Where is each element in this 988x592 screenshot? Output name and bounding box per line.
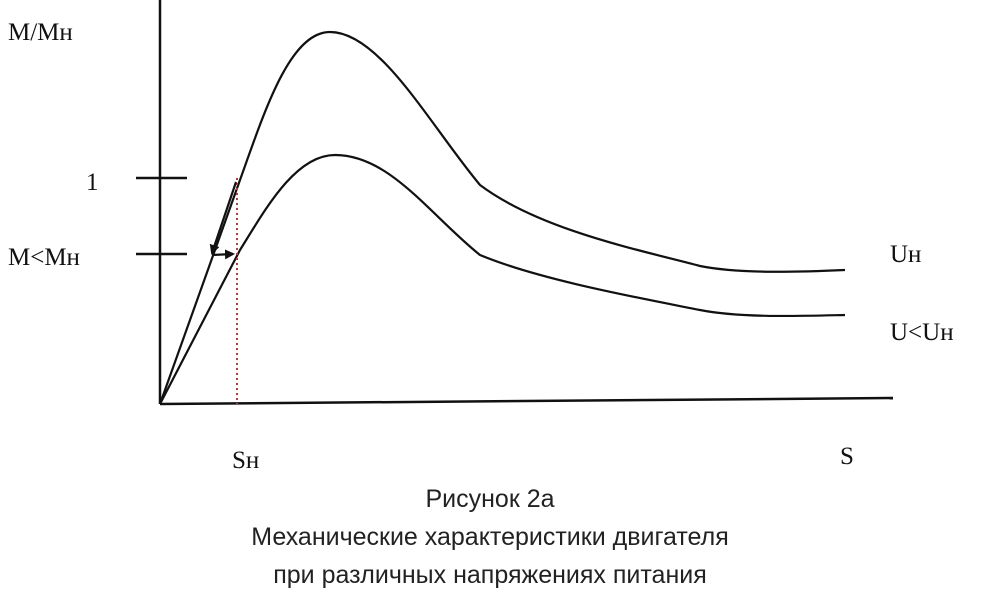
curve-label-reduced: U<Uн — [890, 319, 954, 346]
transition-arrow-right — [211, 249, 235, 260]
caption-line-2: Механические характеристики двигателя — [251, 523, 729, 551]
y-tick-label-one: 1 — [86, 169, 99, 196]
curve-reduced-voltage — [159, 153, 846, 405]
y-axis-label: М/Мн — [8, 19, 73, 46]
x-axis — [159, 396, 894, 406]
caption-line-3: при различных напряжениях питания — [273, 561, 707, 589]
transition-arrow-down — [209, 181, 238, 255]
x-axis-label: S — [840, 443, 854, 470]
y-tick-label-reduced: М<Мн — [8, 244, 80, 271]
curve-nominal-voltage — [158, 30, 846, 405]
caption-line-1: Рисунок 2а — [425, 485, 554, 513]
x-tick-label-nominal-slip: Sн — [232, 447, 259, 474]
curve-label-nominal: Uн — [890, 241, 921, 268]
